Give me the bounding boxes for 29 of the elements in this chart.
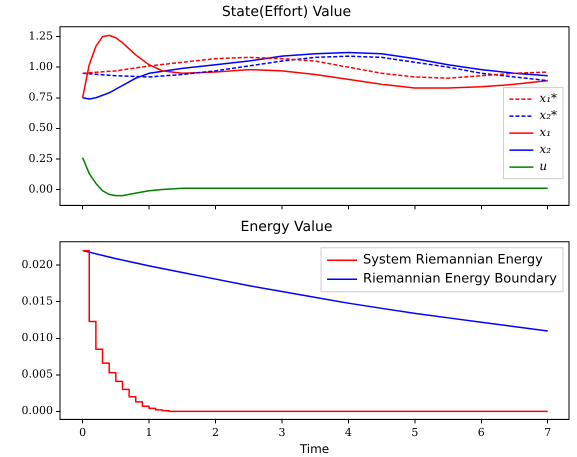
x-tick-label: 0 xyxy=(79,426,86,439)
y-tick-label: 1.00 xyxy=(28,60,53,74)
legend-label: x₁* xyxy=(539,91,557,106)
y-tick-label: 0.000 xyxy=(22,404,53,418)
x-tick-label: 1 xyxy=(146,426,153,439)
x-tick-label: 2 xyxy=(212,426,219,439)
legend-label: x₂ xyxy=(539,142,552,156)
legend-label: x₁ xyxy=(539,125,551,140)
x-tick-label: 6 xyxy=(478,426,485,439)
x-tick-label: 7 xyxy=(544,426,552,439)
y-tick-label: 0.020 xyxy=(22,258,53,272)
legend-label: System Riemannian Energy xyxy=(363,252,544,268)
y-tick-label: 0.75 xyxy=(28,90,53,104)
x-tick-label: 3 xyxy=(278,426,286,439)
chart-title: State(Effort) Value xyxy=(222,4,352,20)
x-tick-label: 4 xyxy=(344,426,352,439)
y-tick-label: 0.005 xyxy=(22,368,53,381)
x-axis-title: Time xyxy=(298,442,330,456)
legend-label: x₂* xyxy=(539,108,557,122)
y-tick-label: 0.015 xyxy=(22,294,53,308)
y-tick-label: 1.25 xyxy=(28,29,53,42)
y-tick-label: 0.25 xyxy=(28,152,53,165)
y-tick-label: 0.50 xyxy=(28,121,53,134)
y-tick-label: 0.010 xyxy=(22,331,53,344)
x-tick-label: 5 xyxy=(411,426,418,439)
legend-label: Riemannian Energy Boundary xyxy=(363,272,558,287)
y-tick-label: 0.00 xyxy=(28,182,53,196)
legend-label: u xyxy=(539,159,548,174)
chart-title: Energy Value xyxy=(240,219,332,236)
